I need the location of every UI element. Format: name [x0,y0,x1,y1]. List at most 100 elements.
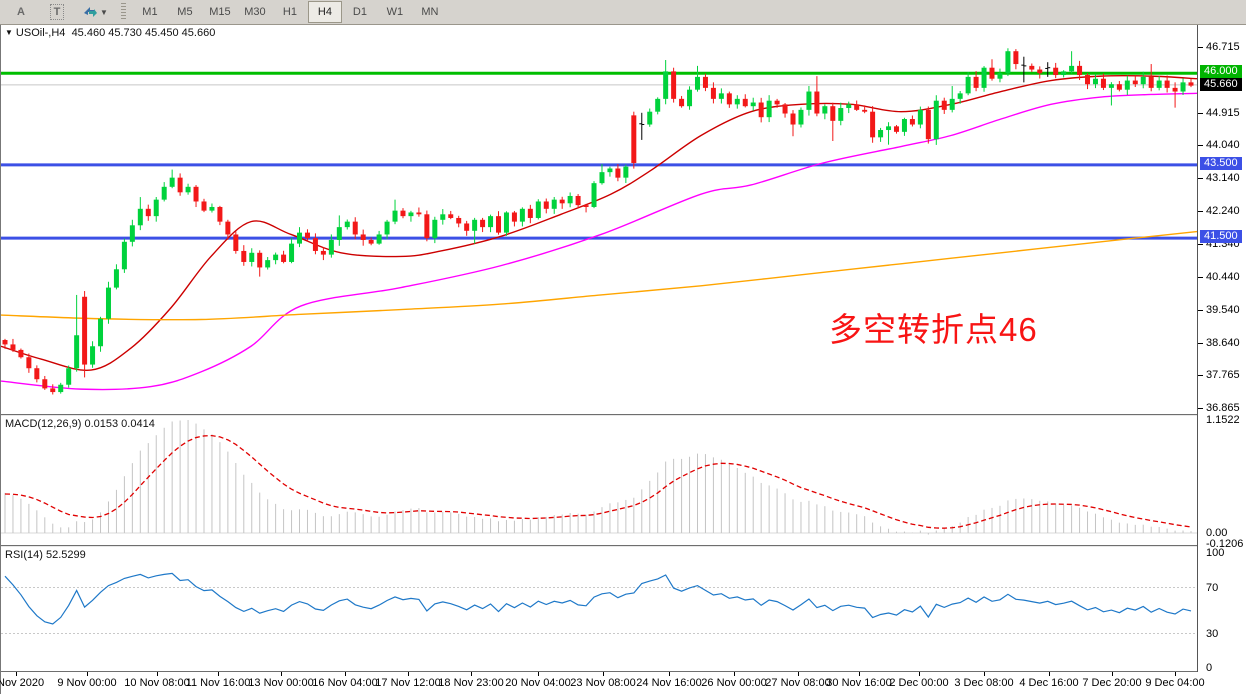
candle-body [384,221,390,235]
time-tick-mark [471,672,472,676]
timeframe-button-d1[interactable]: D1 [352,6,367,18]
toolbar-grip[interactable] [120,3,126,21]
timeframe-button-h1[interactable]: H1 [282,6,297,18]
candle-body [1037,69,1043,74]
time-tick-label: 17 Nov 12:00 [375,677,441,689]
time-tick-mark [984,672,985,676]
candle-body [917,109,923,125]
candle-body [129,225,135,242]
time-tick-mark [734,672,735,676]
candle-body [416,212,422,215]
time-tick-mark [218,672,219,676]
current-price-badge: 45.660 [1200,77,1242,91]
rsi-line [4,572,1192,625]
candle-body [368,239,374,244]
timeframe-button-w1[interactable]: W1 [386,6,404,18]
candle-body [265,260,271,268]
time-tick-mark [345,672,346,676]
chart-window: ▼ USOil-,H4 45.460 45.730 45.450 45.660 多… [0,25,1246,694]
candle-body [42,379,48,389]
candle-body [702,76,708,88]
time-tick-label: 5 Nov 2020 [0,677,45,689]
candle-body [766,100,772,118]
price-tick-mark [1198,342,1203,344]
candle-body [1053,67,1059,76]
rsi-pane[interactable]: RSI(14) 52.5299 [1,547,1197,671]
candle-body [273,254,279,261]
pane-splitter-macd[interactable] [1,414,1246,416]
candle-body [949,98,955,110]
price-tick-mark [1198,375,1203,376]
candle-body [957,93,963,99]
candle-body [742,98,748,107]
candle-body [376,234,382,244]
candle-body [58,384,64,393]
timeframe-button-m1[interactable]: M1 [142,6,158,18]
macd-pane[interactable]: MACD(12,26,9) 0.0153 0.0414 [1,416,1197,545]
candle-body [575,195,581,206]
candle-body [726,93,732,105]
candle-body [1092,78,1098,85]
candle-body [82,296,88,365]
candle-body [997,73,1003,79]
candle-body [66,368,72,385]
chart-annotation-text[interactable]: 多空转折点46 [829,311,1038,348]
cycle-arrows-icon [82,4,98,21]
candle-body [1029,65,1035,70]
timeframe-button-m30[interactable]: M30 [244,6,266,18]
candle-body [989,67,995,79]
candle-body [901,119,907,132]
time-tick-mark [157,672,158,676]
time-tick-label: 26 Nov 00:00 [701,677,767,689]
candle-body [790,113,796,125]
price-tick-mark [1198,145,1203,147]
candle-body [559,199,565,204]
candle-body [909,119,915,125]
candle-body [169,177,175,187]
annotate-text-button[interactable]: A [17,6,25,18]
candle-body [1085,75,1091,85]
candle-body [352,221,358,235]
candle-body [464,223,470,231]
timeframe-button-m15[interactable]: M15 [209,6,231,18]
rsi-axis-tick: 100 [1206,547,1225,559]
pane-splitter-rsi[interactable] [1,545,1246,547]
candle-body [1069,65,1075,72]
textbox-tool-button[interactable]: T [40,1,74,23]
timeframe-button-m5[interactable]: M5 [177,6,193,18]
candle-body [456,217,462,224]
time-tick-mark [538,672,539,676]
time-tick-mark [1175,672,1176,676]
candle-body [249,252,255,262]
time-tick-mark [919,672,920,676]
time-tick-label: 3 Dec 08:00 [954,677,1014,689]
time-tick-mark [408,672,409,676]
candle-body [360,234,366,240]
textbox-icon: T [49,4,65,20]
candle-body [814,91,820,114]
candle-body [312,238,318,251]
candle-body [615,168,621,178]
time-tick-label: 9 Dec 04:00 [1145,677,1205,689]
timeframe-button-h4[interactable]: H4 [307,1,342,23]
candle-body [440,214,446,220]
candle-body [1156,80,1162,88]
time-tick-label: 24 Nov 16:00 [636,677,702,689]
candle-body [798,109,804,125]
price-chart-pane[interactable]: ▼ USOil-,H4 45.460 45.730 45.450 45.660 多… [1,25,1197,414]
toolbar: A T ▼ M1 M5 M15 M30 H1 H4 D1 W1 MN [0,0,1246,25]
candle-body [623,166,629,178]
timeframe-button-mn[interactable]: MN [421,6,439,18]
candle-body [862,109,868,112]
candle-body [121,241,127,270]
candle-body [1148,76,1154,88]
price-tick-label: 46.715 [1206,41,1240,53]
time-tick-label: 23 Nov 08:00 [570,677,636,689]
price-tick-label: 39.540 [1206,303,1240,316]
candle-body [225,221,231,235]
candle-body [567,195,573,204]
price-tick-label: 38.640 [1206,336,1240,349]
price-scale[interactable]: 46.715 44.915 44.040 43.140 42.240 41.340 40.4… [1197,25,1246,674]
cycle-arrows-button[interactable]: ▼ [76,1,114,23]
